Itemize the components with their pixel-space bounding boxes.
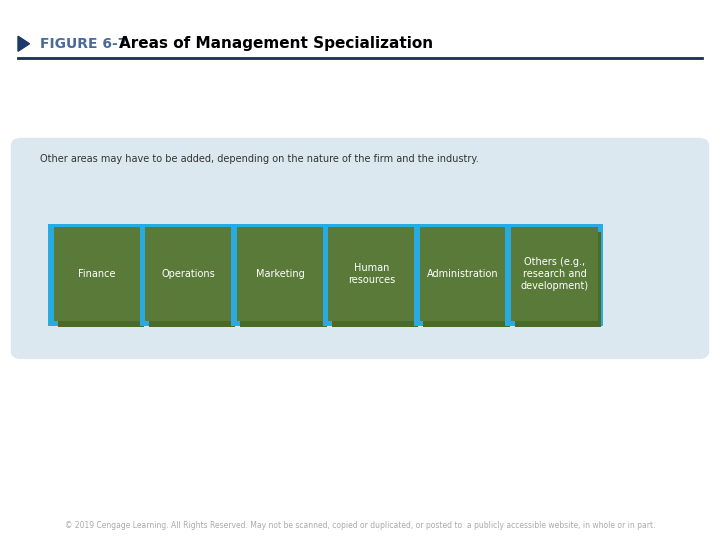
Text: Other areas may have to be added, depending on the nature of the firm and the in: Other areas may have to be added, depend…	[40, 154, 478, 164]
Text: Administration: Administration	[427, 269, 499, 279]
Text: FIGURE 6-7: FIGURE 6-7	[40, 37, 127, 51]
FancyBboxPatch shape	[420, 227, 506, 321]
FancyBboxPatch shape	[414, 224, 512, 326]
FancyBboxPatch shape	[323, 224, 420, 326]
FancyBboxPatch shape	[240, 232, 327, 327]
Text: Operations: Operations	[162, 269, 215, 279]
FancyBboxPatch shape	[145, 227, 232, 321]
FancyBboxPatch shape	[328, 227, 415, 321]
Text: Marketing: Marketing	[256, 269, 305, 279]
FancyBboxPatch shape	[231, 224, 329, 326]
Text: Finance: Finance	[78, 269, 116, 279]
FancyBboxPatch shape	[505, 224, 603, 326]
FancyBboxPatch shape	[58, 232, 144, 327]
FancyBboxPatch shape	[140, 224, 238, 326]
Text: Human
resources: Human resources	[348, 263, 395, 285]
Polygon shape	[18, 36, 30, 51]
Text: Areas of Management Specialization: Areas of Management Specialization	[119, 36, 433, 51]
FancyBboxPatch shape	[423, 232, 510, 327]
FancyBboxPatch shape	[11, 138, 709, 359]
FancyBboxPatch shape	[237, 227, 323, 321]
FancyBboxPatch shape	[54, 227, 140, 321]
FancyBboxPatch shape	[515, 232, 601, 327]
FancyBboxPatch shape	[332, 232, 418, 327]
FancyBboxPatch shape	[48, 224, 146, 326]
FancyBboxPatch shape	[149, 232, 235, 327]
FancyBboxPatch shape	[511, 227, 598, 321]
Text: Others (e.g.,
research and
development): Others (e.g., research and development)	[521, 258, 588, 291]
Text: © 2019 Cengage Learning. All Rights Reserved. May not be scanned, copied or dupl: © 2019 Cengage Learning. All Rights Rese…	[65, 521, 655, 530]
